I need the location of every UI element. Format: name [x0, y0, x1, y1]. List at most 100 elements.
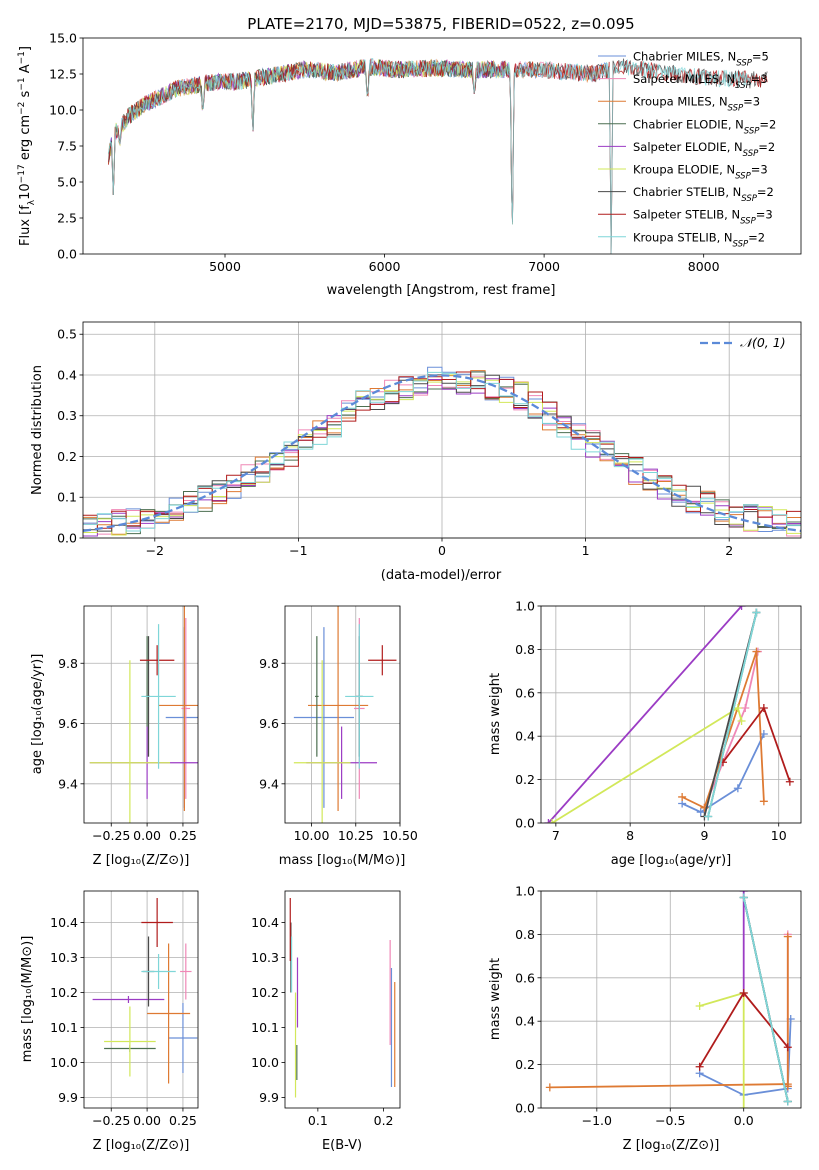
x-tick-label: 10.00: [294, 828, 330, 843]
plot-area: [92, 898, 198, 1084]
y-tick-label: 5.0: [57, 175, 77, 190]
y-tick-label: 9.8: [259, 656, 279, 671]
x-tick-label: 0.1: [308, 1113, 328, 1128]
weight-marker: [696, 808, 705, 817]
weight-marker: [759, 703, 768, 712]
weight-marker: [733, 784, 742, 793]
y-tick-label: 12.5: [49, 67, 77, 82]
panel-4: 7 8 9 10 0.0 0.2 0.4 0.6 0.8 1.0: [515, 599, 802, 843]
weight-marker: [739, 893, 748, 902]
panel-6: 0.1 0.2 9.9 10.0 10.1 10.2 10.3 10.4: [251, 890, 401, 1128]
y-axis-label: mass weight: [488, 958, 503, 1040]
weight-marker: [783, 1043, 792, 1052]
weight-marker: [678, 792, 687, 801]
weight-marker: [695, 1002, 704, 1011]
legend: Chabrier MILES, NSSP=5 Salpeter MILES, NS…: [598, 50, 776, 249]
axes-frame: [83, 890, 199, 1109]
y-tick-label: 10.4: [50, 915, 78, 930]
y-tick-label: 0.6: [515, 970, 535, 985]
y-tick-label: 0.8: [515, 642, 535, 657]
y-tick-label: 9.4: [259, 776, 279, 791]
x-tick-label: 6000: [369, 259, 401, 274]
y-tick-label: 0.0: [515, 816, 535, 831]
plot-area: [83, 366, 801, 537]
x-tick-label: −1.0: [582, 1113, 612, 1128]
legend-label: Salpeter MILES, NSSP=3: [633, 72, 768, 91]
y-tick-label: 10.2: [50, 985, 78, 1000]
legend-label: Salpeter STELIB, NSSP=3: [633, 208, 773, 227]
y-tick-label: 9.6: [58, 716, 78, 731]
panel-7: −1.0 −0.5 0.0 0.0 0.2 0.4 0.6 0.8 1.0: [515, 884, 802, 1128]
legend-label: Chabrier MILES, NSSP=5: [633, 50, 769, 69]
x-axis-label: Z [log₁₀(Z/Z⊙)]: [623, 1138, 720, 1153]
y-axis-label: Normed distribution: [30, 365, 45, 495]
spectrum-kroupa-elodie: [108, 58, 512, 196]
weight-marker: [548, 819, 557, 823]
weight-marker: [737, 606, 746, 610]
x-tick-label: −0.25: [92, 1113, 130, 1128]
y-tick-label: 0.0: [57, 531, 77, 546]
y-axis-label: mass weight: [488, 673, 503, 755]
y-tick-label: 10.0: [49, 103, 77, 118]
x-tick-label: −0.5: [655, 1113, 685, 1128]
spectrum-salpeter-elodie: [108, 59, 512, 196]
x-tick-label: 5000: [209, 259, 241, 274]
y-tick-label: 10.4: [251, 915, 279, 930]
axes-frame: [284, 605, 401, 824]
x-axis-label: (data-model)/error: [381, 568, 502, 583]
y-tick-label: 0.0: [515, 1101, 535, 1116]
figure-title: PLATE=2170, MJD=53875, FIBERID=0522, z=0…: [247, 15, 634, 33]
y-tick-label: 0.8: [515, 927, 535, 942]
weight-marker: [545, 1083, 554, 1092]
weight-line-kroupa-miles: [681, 651, 765, 810]
y-tick-label: 0.2: [515, 1057, 535, 1072]
weight-marker: [704, 812, 713, 821]
weight-marker: [785, 777, 794, 786]
y-tick-label: 15.0: [49, 31, 77, 46]
x-tick-label: 8: [626, 828, 634, 843]
y-tick-label: 0.4: [515, 729, 535, 744]
weight-marker: [741, 703, 750, 712]
plot-area: [108, 58, 768, 254]
axes-frame: [540, 890, 802, 1109]
x-tick-label: 10.25: [338, 828, 374, 843]
legend-label: Kroupa MILES, NSSP=3: [633, 95, 760, 114]
x-axis-label: Z [log₁₀(Z/Z⊙)]: [93, 1138, 190, 1153]
y-tick-label: 9.4: [58, 776, 78, 791]
y-tick-label: 10.1: [50, 1020, 78, 1035]
x-tick-label: 8000: [688, 259, 720, 274]
y-tick-label: 0.3: [57, 408, 77, 423]
legend-label: Kroupa ELODIE, NSSP=3: [633, 163, 768, 182]
panel-0: 5000 6000 7000 8000 0.0 2.5 5.0 7.5 10.0 12.5 15.0…: [17, 31, 802, 298]
y-tick-label: 9.9: [58, 1090, 78, 1105]
y-axis-label: mass [log₁₀(M/M⊙)]: [20, 936, 35, 1063]
weight-marker: [752, 608, 761, 617]
y-tick-label: 9.8: [58, 656, 78, 671]
x-axis-label: Z [log₁₀(Z/Z⊙)]: [93, 853, 190, 868]
plot-area: [289, 898, 396, 1098]
legend-label: Kroupa STELIB, NSSP=2: [633, 230, 765, 249]
panel-1: −2 −1 0 1 2 0.0 0.1 0.2 0.3 0.4 0.5 (data-model)/er…: [30, 321, 802, 583]
x-tick-label: 9: [700, 828, 708, 843]
x-axis-label: age [log₁₀(age/yr)]: [611, 853, 732, 868]
x-tick-label: 0: [438, 543, 446, 558]
y-tick-label: 10.0: [251, 1055, 279, 1070]
weight-line-salpeter-elodie: [547, 606, 743, 823]
x-tick-label: 1: [582, 543, 590, 558]
y-tick-label: 0.1: [57, 490, 77, 505]
weight-marker: [733, 703, 742, 712]
plot-area: [545, 891, 795, 1108]
histogram-chabrier-miles: [83, 366, 801, 532]
legend: 𝒩(0, 1): [700, 335, 786, 350]
y-tick-label: 0.6: [515, 685, 535, 700]
weight-marker: [737, 717, 746, 726]
y-tick-label: 1.0: [515, 599, 535, 614]
x-tick-label: −0.25: [92, 828, 130, 843]
x-tick-label: 7000: [528, 259, 560, 274]
y-tick-label: 9.6: [259, 716, 279, 731]
x-tick-label: 0.0: [734, 1113, 754, 1128]
panel-2: −0.25 0.00 0.25 9.4 9.6 9.8: [58, 605, 199, 843]
y-tick-label: 0.5: [57, 327, 77, 342]
x-tick-label: 0.00: [133, 828, 161, 843]
panel-3: 10.00 10.25 10.50 9.4 9.6 9.8: [259, 605, 418, 843]
